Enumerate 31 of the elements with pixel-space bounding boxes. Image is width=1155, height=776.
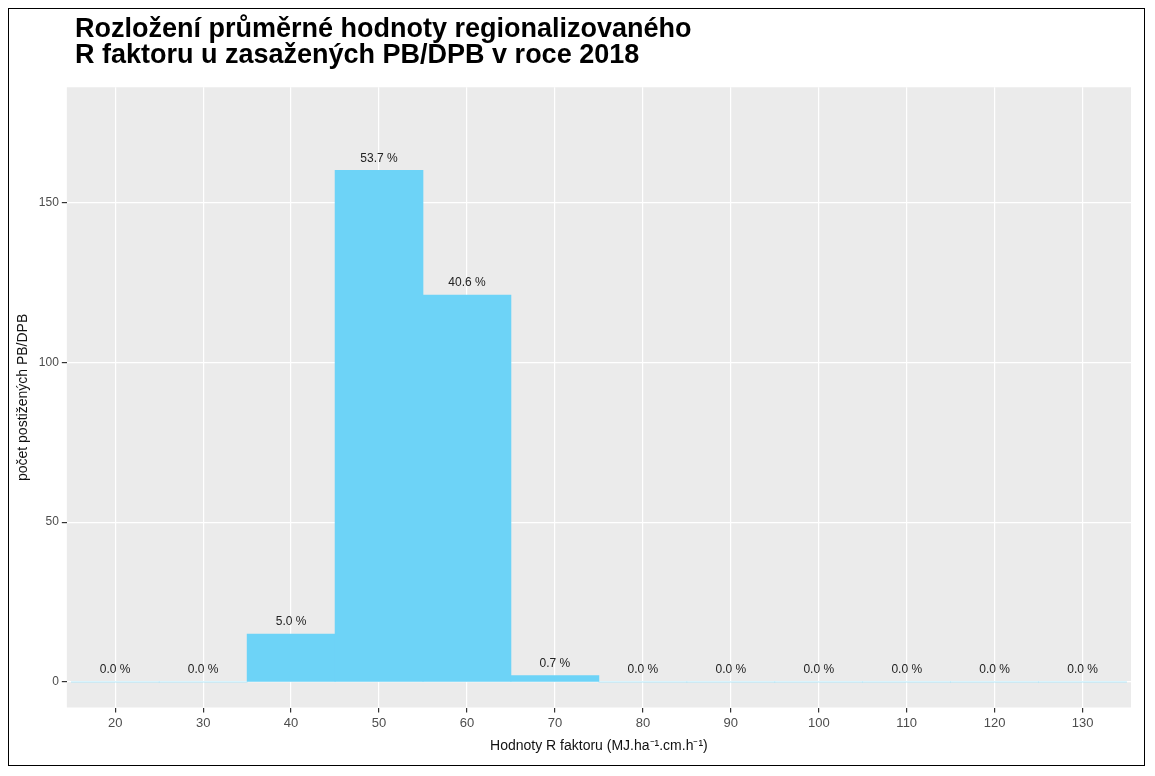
x-tick-label: 60: [459, 714, 475, 730]
annotation: 40.6 %: [448, 275, 486, 290]
x-tick-label: 30: [195, 714, 211, 730]
annotation: 0.0 %: [715, 662, 747, 677]
y-tick-label: 50: [45, 514, 60, 529]
y-tick-label: 100: [38, 354, 60, 369]
y-tick-label: 150: [38, 194, 60, 209]
x-tick-label: 130: [1071, 714, 1094, 730]
x-tick-label: 90: [723, 714, 739, 730]
annotation: 0.0 %: [979, 662, 1011, 677]
annotation: 0.0 %: [627, 662, 659, 677]
x-tick-label: 40: [283, 714, 299, 730]
x-tick-label: 50: [371, 714, 387, 730]
x-axis-title: Hodnoty R faktoru (MJ.ha⁻¹.cm.h⁻¹): [490, 737, 708, 754]
annotation: 0.7 %: [539, 655, 571, 670]
annotation: 0.0 %: [891, 662, 923, 677]
x-tick-label: 120: [983, 714, 1006, 730]
x-tick-label: 80: [635, 714, 651, 730]
annotation: 5.0 %: [275, 614, 307, 629]
x-tick-label: 100: [807, 714, 830, 730]
annotation: 53.7 %: [360, 150, 399, 165]
annotation: 0.0 %: [187, 662, 219, 677]
x-tick-label: 70: [547, 714, 563, 730]
annotation: 0.0 %: [1067, 662, 1099, 677]
annotation: 0.0 %: [99, 662, 131, 677]
y-axis-title: počet postižených PB/DPB: [14, 313, 31, 482]
chart-title: Rozložení průměrné hodnoty regionalizovaného R faktoru u zasažených PB/DPB v roce 2018: [75, 13, 692, 69]
y-tick-label: 0: [52, 674, 60, 689]
annotation: 0.0 %: [803, 662, 835, 677]
x-tick-label: 20: [107, 714, 123, 730]
x-tick-label: 110: [896, 714, 918, 730]
